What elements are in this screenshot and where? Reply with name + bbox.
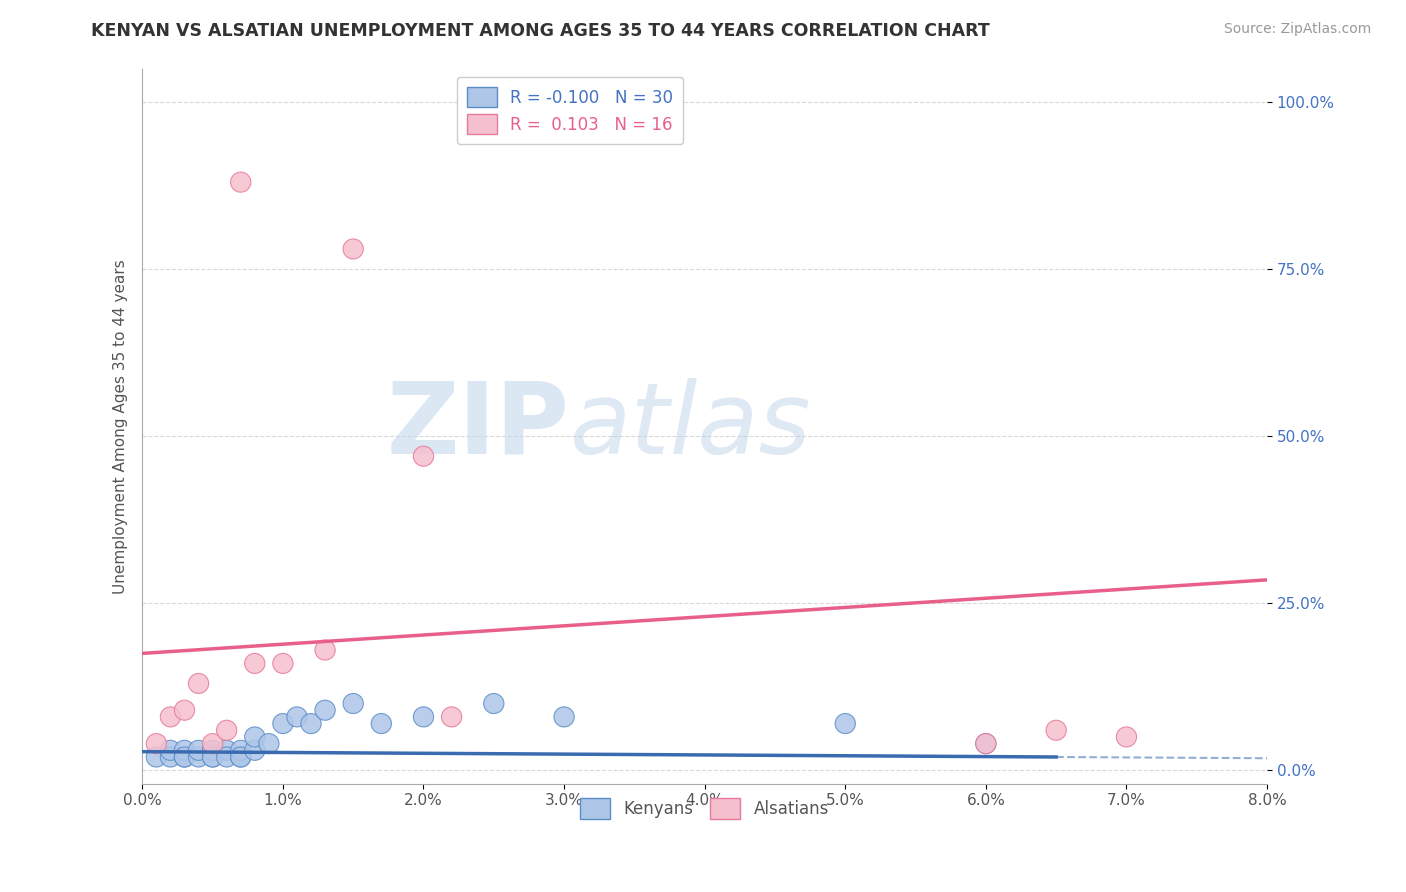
Ellipse shape [160,706,180,727]
Ellipse shape [343,693,363,714]
Ellipse shape [413,446,433,467]
Ellipse shape [976,733,995,754]
Ellipse shape [1116,727,1136,747]
Ellipse shape [202,747,222,767]
Ellipse shape [835,714,855,733]
Ellipse shape [273,714,292,733]
Ellipse shape [315,700,335,720]
Ellipse shape [245,727,264,747]
Text: Source: ZipAtlas.com: Source: ZipAtlas.com [1223,22,1371,37]
Text: ZIP: ZIP [387,377,569,475]
Y-axis label: Unemployment Among Ages 35 to 44 years: Unemployment Among Ages 35 to 44 years [114,259,128,593]
Ellipse shape [245,654,264,673]
Ellipse shape [202,733,222,754]
Ellipse shape [976,733,995,754]
Ellipse shape [441,706,461,727]
Ellipse shape [231,172,250,192]
Ellipse shape [146,747,166,767]
Text: atlas: atlas [569,377,811,475]
Ellipse shape [146,733,166,754]
Ellipse shape [315,640,335,660]
Ellipse shape [188,747,208,767]
Ellipse shape [554,706,574,727]
Ellipse shape [287,706,307,727]
Ellipse shape [231,747,250,767]
Text: KENYAN VS ALSATIAN UNEMPLOYMENT AMONG AGES 35 TO 44 YEARS CORRELATION CHART: KENYAN VS ALSATIAN UNEMPLOYMENT AMONG AG… [91,22,990,40]
Ellipse shape [174,740,194,760]
Ellipse shape [245,740,264,760]
Ellipse shape [188,740,208,760]
Ellipse shape [1046,720,1066,740]
Ellipse shape [371,714,391,733]
Ellipse shape [343,239,363,259]
Ellipse shape [259,733,278,754]
Ellipse shape [301,714,321,733]
Ellipse shape [174,700,194,720]
Ellipse shape [174,747,194,767]
Ellipse shape [202,740,222,760]
Ellipse shape [273,654,292,673]
Ellipse shape [484,693,503,714]
Ellipse shape [413,706,433,727]
Ellipse shape [217,740,236,760]
Ellipse shape [202,747,222,767]
Ellipse shape [217,747,236,767]
Ellipse shape [160,747,180,767]
Ellipse shape [231,747,250,767]
Ellipse shape [217,720,236,740]
Ellipse shape [174,747,194,767]
Legend: Kenyans, Alsatians: Kenyans, Alsatians [574,792,835,825]
Ellipse shape [188,673,208,693]
Ellipse shape [231,740,250,760]
Ellipse shape [160,740,180,760]
